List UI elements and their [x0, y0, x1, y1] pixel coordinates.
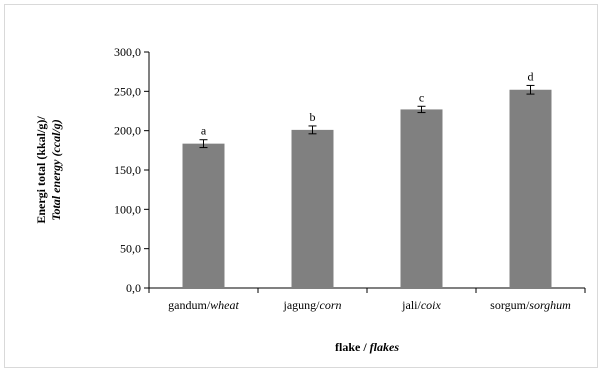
- y-tick-label: 100,0: [114, 202, 141, 216]
- y-tick-label: 300,0: [114, 45, 141, 59]
- x-axis-title: flake / flakes: [335, 340, 399, 354]
- y-tick-label: 0,0: [126, 281, 141, 295]
- bar: [400, 109, 443, 288]
- bar: [509, 89, 552, 288]
- x-axis: gandum/wheat jagung/corn jali/coix sorgum/s…: [148, 287, 586, 312]
- bar-chart: 0,0 50,0 100,0 150,0 200,0 250,0 300,0 gandum/…: [34, 45, 586, 354]
- y-tick-label: 150,0: [114, 163, 141, 177]
- significance-label: a: [201, 124, 207, 138]
- y-tick-label: 250,0: [114, 84, 141, 98]
- x-tick-label: jagung/corn: [283, 298, 342, 312]
- x-tick-label: sorgum/sorghum: [490, 298, 571, 312]
- significance-label: d: [528, 69, 534, 83]
- bar: [291, 129, 334, 288]
- x-tick-label: gandum/wheat: [168, 298, 239, 312]
- y-axis-title: Energi total (kkal/g)/Total energy (ccal…: [34, 116, 63, 224]
- bars: a b c d: [182, 69, 552, 288]
- x-tick-label: jali/coix: [401, 298, 441, 312]
- y-tick-label: 50,0: [120, 242, 141, 256]
- chart-area: 0,0 50,0 100,0 150,0 200,0 250,0 300,0 gandum/…: [4, 4, 598, 368]
- y-tick-label: 200,0: [114, 124, 141, 138]
- bar: [182, 143, 225, 288]
- y-axis: 0,0 50,0 100,0 150,0 200,0 250,0 300,0: [114, 45, 150, 295]
- significance-label: c: [419, 90, 424, 104]
- significance-label: b: [310, 110, 316, 124]
